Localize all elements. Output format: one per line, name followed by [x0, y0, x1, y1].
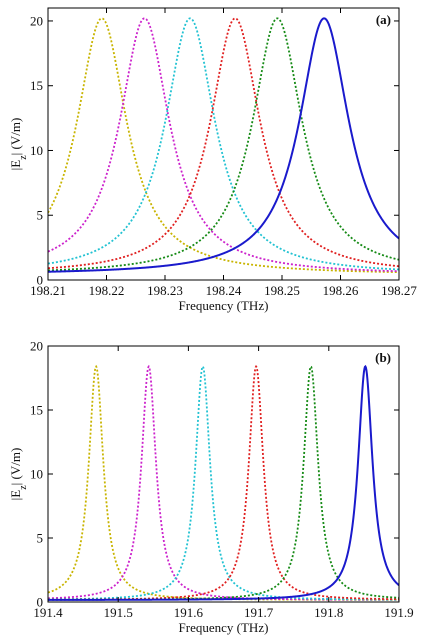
x-tick-label: 191.7	[244, 605, 274, 620]
series-group	[48, 364, 399, 601]
x-tick-label: 198.25	[264, 283, 300, 298]
x-axis-label: Frequency (THz)	[179, 298, 269, 313]
x-tick-label: 198.26	[323, 283, 359, 298]
x-tick-label: 198.22	[89, 283, 125, 298]
y-tick-label: 10	[30, 143, 43, 158]
y-tick-label: 0	[37, 595, 44, 610]
x-tick-label: 191.5	[104, 605, 133, 620]
plot-frame	[47, 345, 400, 603]
x-tick-label: 198.23	[147, 283, 183, 298]
panel-label: (b)	[375, 350, 391, 365]
series-line-4	[48, 364, 399, 601]
y-tick-label: 15	[30, 78, 43, 93]
chart-panel-b: 191.4 191.5 191.6 191.7 191.8 191.9 0 5 10 15 20 Fr…	[8, 339, 414, 636]
series-line-5	[48, 17, 399, 272]
series-line-6	[48, 17, 399, 273]
y-tick-label: 10	[30, 467, 43, 482]
x-tick-label: 198.21	[30, 283, 66, 298]
series-line-1	[48, 17, 399, 274]
y-tick-label: 20	[30, 339, 43, 354]
y-axis-label: |Ez| (V/m)	[8, 118, 29, 171]
x-tick-label: 191.6	[174, 605, 204, 620]
y-tick-label: 20	[30, 13, 43, 28]
x-tick-label: 191.8	[314, 605, 343, 620]
x-tick-label: 191.4	[33, 605, 63, 620]
y-tick-label: 15	[30, 403, 43, 418]
x-tick-label: 191.9	[384, 605, 413, 620]
series-line-3	[48, 17, 399, 271]
y-tick-label: 0	[37, 273, 44, 288]
series-line-2	[48, 17, 399, 273]
x-tick-label: 198.27	[381, 283, 417, 298]
x-tick-label: 198.24	[206, 283, 242, 298]
chart-panel-a: 198.21 198.22 198.23 198.24 198.25 198.26 198.…	[8, 7, 417, 313]
series-line-1	[48, 364, 399, 601]
series-group	[48, 17, 399, 274]
y-axis-label: |Ez| (V/m)	[8, 448, 29, 501]
series-line-2	[48, 364, 399, 601]
series-line-6	[48, 364, 399, 601]
panel-label: (a)	[376, 12, 391, 27]
series-line-4	[48, 17, 399, 270]
x-axis-label: Frequency (THz)	[179, 620, 269, 635]
y-tick-label: 5	[37, 208, 44, 223]
y-tick-label: 5	[37, 531, 44, 546]
